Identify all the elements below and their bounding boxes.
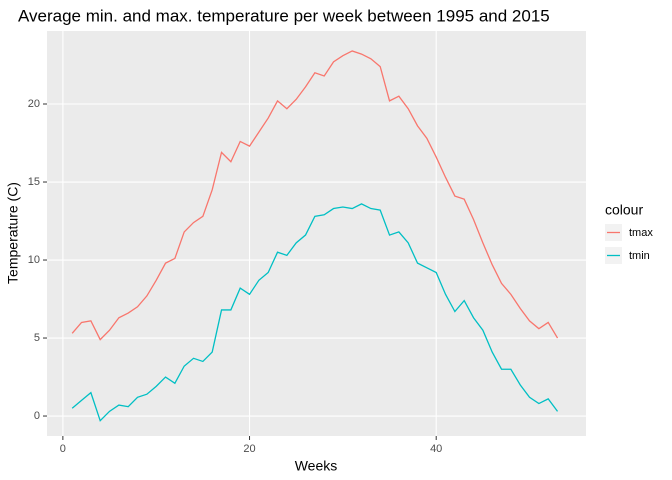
x-axis-title: Weeks bbox=[295, 458, 338, 474]
chart-title: Average min. and max. temperature per we… bbox=[18, 6, 550, 25]
y-tick-label: 10 bbox=[28, 254, 40, 266]
line-series bbox=[71, 203, 559, 422]
y-axis-title: Temperature (C) bbox=[5, 182, 21, 284]
x-tick-label: 20 bbox=[243, 443, 255, 455]
y-tick-label: 15 bbox=[28, 176, 40, 188]
panel bbox=[47, 31, 586, 436]
x-tick-label: 40 bbox=[430, 443, 442, 455]
legend-title: colour bbox=[605, 202, 643, 218]
x-tick-label: 0 bbox=[60, 443, 66, 455]
line-series bbox=[71, 50, 559, 341]
y-tick-label: 5 bbox=[34, 332, 40, 344]
y-tick-label: 0 bbox=[34, 410, 40, 422]
legend-label: tmin bbox=[629, 250, 650, 262]
y-tick-label: 20 bbox=[28, 98, 40, 110]
legend-label: tmax bbox=[629, 227, 653, 239]
